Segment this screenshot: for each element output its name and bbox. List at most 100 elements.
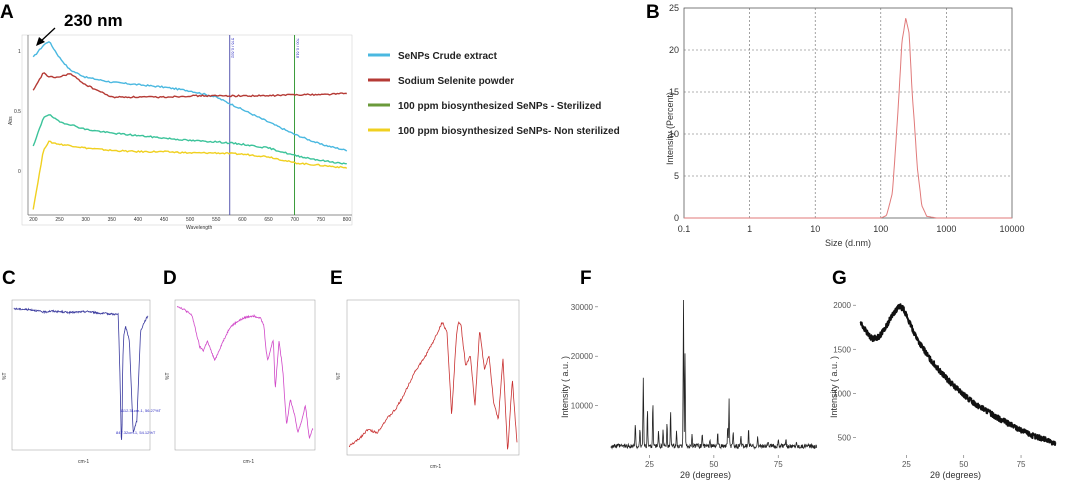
panel-e-xlabel: cm-1 <box>430 464 441 470</box>
peak-arrow <box>39 27 56 43</box>
panel-e-frame <box>346 299 520 456</box>
panel-f-y-tick: 10000 <box>571 402 594 411</box>
panel-d-ylabel: %T <box>165 373 171 381</box>
panel-a-x-tick: 550 <box>212 217 221 223</box>
panel-f-ticks: 25 50 75 10000 20000 30000 <box>571 303 783 469</box>
panel-a-x-tick: 650 <box>264 217 273 223</box>
panel-g-y-tick: 1000 <box>833 389 851 398</box>
peak-arrow-head <box>36 37 45 46</box>
panel-a: A 1 0.5 0 200 250 300 350 400 450 500 550 600 650… <box>0 2 620 231</box>
panel-a-y-ticks: 1 0.5 0 <box>14 49 21 175</box>
panel-a-x-tick: 200 <box>29 217 38 223</box>
panel-a-x-tick: 600 <box>238 217 247 223</box>
panel-g-x-tick: 25 <box>902 460 911 469</box>
panel-e: E cm-1 %T <box>330 268 520 470</box>
panel-g-series <box>859 303 1057 446</box>
panel-a-x-tick: 500 <box>186 217 195 223</box>
panel-a-y-tick: 0 <box>18 169 21 175</box>
panel-f-x-tick: 50 <box>709 460 718 469</box>
panel-c-peak-label: 1112.31cm-1, 56.27%T <box>120 408 162 413</box>
panel-d-series <box>177 306 314 440</box>
panel-b-frame <box>683 7 1013 219</box>
panel-b-ticks: 0.1 1 10 100 1000 10000 0 5 10 15 20 25 <box>669 3 1025 234</box>
panel-label-d: D <box>163 268 177 289</box>
panel-b-x-tick: 0.1 <box>678 224 691 234</box>
panel-a-x-tick: 750 <box>317 217 326 223</box>
panel-b-y-tick: 10 <box>669 129 679 139</box>
panel-f-ylabel: Intensity ( a.u. ) <box>560 356 570 418</box>
panel-label-b: B <box>646 2 660 23</box>
panel-b-y-tick: 15 <box>669 87 679 97</box>
panel-f-x-tick: 75 <box>774 460 783 469</box>
panel-label-a: A <box>0 2 14 23</box>
panel-b-y-tick: 0 <box>674 213 679 223</box>
panel-f-series <box>610 299 818 450</box>
panel-g: G 25 50 75 500 1000 1500 2000 2θ (degrees) Int… <box>829 268 1057 480</box>
panel-a-marker-label: 576 / 0.632 <box>231 38 236 59</box>
panel-a-series <box>32 40 348 210</box>
panel-a-ylabel: Abs <box>8 116 14 125</box>
panel-g-y-tick: 1500 <box>833 345 851 354</box>
panel-label-c: C <box>2 268 16 289</box>
panel-c-xlabel: cm-1 <box>78 459 89 465</box>
panel-g-x-tick: 75 <box>1017 460 1026 469</box>
panel-b-grid <box>683 7 1013 219</box>
legend-entry: Sodium Selenite powder <box>398 76 514 87</box>
panel-b-y-tick: 5 <box>674 171 679 181</box>
panel-f-y-tick: 20000 <box>571 352 594 361</box>
panel-b-x-tick: 1 <box>747 224 752 234</box>
panel-d-xlabel: cm-1 <box>243 459 254 465</box>
panel-a-x-tick: 450 <box>160 217 169 223</box>
panel-b-y-tick: 25 <box>669 3 679 13</box>
panel-f-xlabel: 2θ (degrees) <box>680 470 731 480</box>
panel-d-frame <box>174 299 316 451</box>
panel-c-ylabel: %T <box>2 373 8 381</box>
legend-entry: 100 ppm biosynthesized SeNPs- Non steril… <box>398 126 620 137</box>
panel-d: D cm-1 %T <box>163 268 316 465</box>
panel-a-x-tick: 250 <box>55 217 64 223</box>
panel-a-series-line <box>32 114 347 165</box>
panel-g-ylabel: Intensity ( a.u. ) <box>829 356 839 418</box>
panel-a-series-line <box>32 40 348 152</box>
panel-f-x-tick: 25 <box>645 460 654 469</box>
panel-e-ylabel: %T <box>336 373 342 381</box>
panel-a-y-tick: 0.5 <box>14 109 21 115</box>
panel-b-x-tick: 10000 <box>999 224 1024 234</box>
panel-a-legend: SeNPs Crude extract Sodium Selenite powde… <box>368 51 620 137</box>
panel-b-x-tick: 100 <box>873 224 888 234</box>
legend-entry: SeNPs Crude extract <box>398 51 498 62</box>
panel-label-e: E <box>330 268 343 289</box>
panel-f-y-tick: 30000 <box>571 303 594 312</box>
panel-label-f: F <box>580 268 592 289</box>
panel-c-frame <box>11 299 151 451</box>
panel-a-markers: 576 / 0.632 700 / 0.618 <box>229 35 301 215</box>
panel-b: B 0.1 1 10 100 1000 10000 0 5 10 15 20 25 Size (d.n… <box>646 2 1025 248</box>
panel-e-series <box>348 321 518 450</box>
panel-a-x-tick: 300 <box>81 217 90 223</box>
panel-g-y-tick: 500 <box>838 433 852 442</box>
panel-a-x-ticks: 200 250 300 350 400 450 500 550 600 650 700 750 800 <box>29 217 351 223</box>
panel-c-peak-label: 847.32cm-1, 54.12%T <box>116 430 156 435</box>
panel-b-xlabel: Size (d.nm) <box>825 238 871 248</box>
panel-a-x-tick: 800 <box>343 217 352 223</box>
panel-label-g: G <box>832 268 847 289</box>
panel-b-x-tick: 1000 <box>936 224 956 234</box>
panel-a-frame <box>21 34 353 226</box>
panel-c: C cm-1 %T 1112.31cm-1, 56.27%T 847.32cm-… <box>2 268 162 465</box>
panel-a-marker-label: 700 / 0.618 <box>296 38 301 59</box>
panel-g-x-tick: 50 <box>959 460 968 469</box>
panel-b-y-tick: 20 <box>669 45 679 55</box>
panel-g-xlabel: 2θ (degrees) <box>930 470 981 480</box>
panel-a-x-tick: 350 <box>108 217 117 223</box>
panel-b-ylabel: Intensity (Percent) <box>665 92 675 165</box>
panel-a-x-tick: 700 <box>291 217 300 223</box>
panel-b-series <box>684 18 1012 219</box>
panel-f: F 25 50 75 10000 20000 30000 2θ (degrees) Int… <box>560 268 818 480</box>
panel-b-x-tick: 10 <box>810 224 820 234</box>
panel-g-ticks: 25 50 75 500 1000 1500 2000 <box>833 301 1026 469</box>
legend-entry: 100 ppm biosynthesized SeNPs - Sterilize… <box>398 101 601 112</box>
panel-a-y-tick: 1 <box>18 49 21 55</box>
panel-c-series <box>13 307 149 440</box>
panel-a-xlabel: Wavelength <box>186 225 212 231</box>
